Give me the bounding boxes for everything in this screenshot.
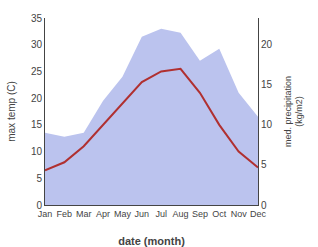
svg-text:max temp (C): max temp (C) — [6, 81, 17, 142]
svg-text:10: 10 — [261, 119, 273, 130]
svg-text:May: May — [114, 209, 132, 219]
svg-text:Aug: Aug — [173, 209, 189, 219]
svg-text:Jul: Jul — [155, 209, 167, 219]
svg-text:Jan: Jan — [38, 209, 53, 219]
svg-text:Apr: Apr — [96, 209, 110, 219]
svg-text:25: 25 — [31, 66, 43, 77]
svg-text:Dec: Dec — [250, 209, 267, 219]
svg-text:20: 20 — [31, 93, 43, 104]
svg-text:15: 15 — [31, 119, 43, 130]
svg-text:med. precipitation(kg/m2): med. precipitation(kg/m2) — [283, 76, 305, 147]
svg-text:0: 0 — [36, 200, 42, 211]
svg-text:date (month): date (month) — [118, 235, 185, 247]
svg-text:Oct: Oct — [212, 209, 227, 219]
svg-text:Nov: Nov — [231, 209, 248, 219]
svg-text:Mar: Mar — [76, 209, 92, 219]
svg-text:Feb: Feb — [57, 209, 73, 219]
svg-text:10: 10 — [31, 146, 43, 157]
svg-text:Sep: Sep — [192, 209, 208, 219]
svg-text:35: 35 — [31, 13, 43, 24]
svg-text:5: 5 — [36, 173, 42, 184]
svg-text:20: 20 — [261, 39, 273, 50]
svg-text:0: 0 — [261, 200, 267, 211]
svg-text:Jun: Jun — [135, 209, 150, 219]
svg-text:5: 5 — [261, 159, 267, 170]
svg-text:30: 30 — [31, 39, 43, 50]
svg-text:15: 15 — [261, 79, 273, 90]
